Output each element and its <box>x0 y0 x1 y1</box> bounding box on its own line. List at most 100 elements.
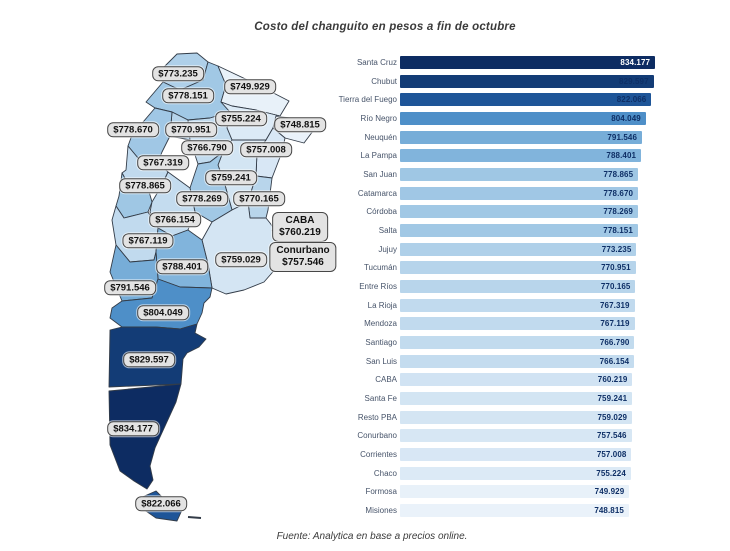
bar-row: San Juan 778.865 <box>310 165 666 184</box>
bar: 760.219 <box>400 373 633 387</box>
bar-value-label: 778.269 <box>603 207 633 217</box>
bar-category-label: Chaco <box>373 468 397 478</box>
bar: 759.029 <box>400 410 633 424</box>
bar: 748.815 <box>400 503 629 517</box>
bar-category-label: Corrientes <box>360 449 397 459</box>
bar-category-label: Misiones <box>365 505 397 515</box>
bar-track: 767.319 <box>400 298 666 312</box>
bar-value-label: 759.241 <box>597 393 628 403</box>
bar-row: Mendoza 767.119 <box>310 314 666 333</box>
province-tierra-del-fuego <box>139 490 183 522</box>
bar-row: Formosa 749.929 <box>310 482 666 501</box>
bar-row: Santa Cruz 834.177 <box>310 53 666 72</box>
bar-category-label: San Juan <box>363 169 397 179</box>
provinces <box>108 52 314 522</box>
bar-category-label: Santa Cruz <box>356 57 397 67</box>
bar-row: Río Negro 804.049 <box>310 109 666 128</box>
bar: 770.951 <box>400 261 636 275</box>
province-chubut <box>108 323 207 388</box>
bar-track: 788.401 <box>400 149 666 163</box>
chart-title: Costo del changuito en pesos a fin de oc… <box>254 21 516 33</box>
bar-track: 755.224 <box>400 466 666 480</box>
bar-track: 767.119 <box>400 317 666 331</box>
bar-value-label: 757.008 <box>596 449 627 459</box>
bar-value-label: 760.219 <box>597 375 628 385</box>
bar-track: 748.815 <box>400 503 666 517</box>
bar-category-label: San Luis <box>365 356 397 366</box>
bar-category-label: CABA <box>375 375 397 385</box>
bar-row: La Pampa 788.401 <box>310 146 666 165</box>
bar: 767.319 <box>400 298 635 312</box>
bar-value-label: 834.177 <box>620 57 651 67</box>
small-island-dash <box>187 516 202 519</box>
bar-value-label: 829.597 <box>619 76 649 86</box>
bar-track: 766.154 <box>400 354 666 368</box>
bar-row: Entre Ríos 770.165 <box>310 277 666 296</box>
bar-track: 757.008 <box>400 447 666 461</box>
bar-row: Neuquén 791.546 <box>310 128 666 147</box>
bar-row: Resto PBA 759.029 <box>310 408 666 427</box>
bar-track: 759.029 <box>400 410 666 424</box>
bar-track: 778.269 <box>400 205 666 219</box>
bar: 788.401 <box>400 149 642 163</box>
bar-track: 822.066 <box>400 93 666 107</box>
bar-category-label: Tucumán <box>363 263 397 273</box>
bar-category-label: Chubut <box>371 76 397 86</box>
bar-track: 760.219 <box>400 373 666 387</box>
bar: 773.235 <box>400 242 637 256</box>
bar-category-label: Salta <box>378 225 397 235</box>
bar-category-label: Santa Fe <box>364 393 397 403</box>
bar-category-label: Tierra del Fuego <box>338 95 397 105</box>
bar-category-label: Córdoba <box>366 207 397 217</box>
bar-row: CABA 760.219 <box>310 370 666 389</box>
bar: 822.066 <box>400 93 652 107</box>
bar-track: 759.241 <box>400 391 666 405</box>
bar-row: Jujuy 773.235 <box>310 240 666 259</box>
bar-row: Misiones 748.815 <box>310 501 666 520</box>
source-note: Fuente: Analytica en base a precios onli… <box>276 531 468 542</box>
bar-chart-rows: Santa Cruz 834.177 Chubut 829.597 Tierra del… <box>310 53 666 520</box>
bar-category-label: La Rioja <box>367 300 397 310</box>
bar-value-label: 767.119 <box>600 319 630 329</box>
bar-value-label: 791.546 <box>607 132 637 142</box>
bar-track: 770.951 <box>400 261 666 275</box>
bar: 834.177 <box>400 55 656 69</box>
bar-track: 749.929 <box>400 485 666 499</box>
bar-track: 766.790 <box>400 335 666 349</box>
bar-track: 829.597 <box>400 74 666 88</box>
bar-value-label: 759.029 <box>597 412 628 422</box>
province-santa-cruz <box>108 383 182 490</box>
bar-row: Tucumán 770.951 <box>310 258 666 277</box>
bar-track: 778.151 <box>400 223 666 237</box>
bar-value-label: 778.670 <box>603 188 634 198</box>
bar-value-label: 766.790 <box>599 337 630 347</box>
bar-track: 778.865 <box>400 167 666 181</box>
bar: 804.049 <box>400 111 646 125</box>
bar-row: San Luis 766.154 <box>310 352 666 371</box>
bar: 778.151 <box>400 223 638 237</box>
bar-value-label: 778.865 <box>603 169 634 179</box>
bar-row: Salta 778.151 <box>310 221 666 240</box>
conurbano-leader-dot <box>270 252 280 262</box>
bar-value-label: 757.546 <box>596 431 627 441</box>
bar-track: 778.670 <box>400 186 666 200</box>
bar: 778.670 <box>400 186 639 200</box>
bar-chart: Santa Cruz 834.177 Chubut 829.597 Tierra del… <box>310 53 666 520</box>
bar-row: Tierra del Fuego 822.066 <box>310 90 666 109</box>
bar-value-label: 766.154 <box>599 356 630 366</box>
bar-value-label: 773.235 <box>601 244 632 254</box>
bar-track: 834.177 <box>400 55 666 69</box>
bar: 749.929 <box>400 485 630 499</box>
bar-category-label: Neuquén <box>364 132 397 142</box>
bar-value-label: 749.929 <box>594 487 625 497</box>
bar: 829.597 <box>400 74 654 88</box>
bar-category-label: Formosa <box>365 487 397 497</box>
bar-track: 773.235 <box>400 242 666 256</box>
bar-value-label: 788.401 <box>606 151 637 161</box>
bar-row: Córdoba 778.269 <box>310 202 666 221</box>
bar-value-label: 755.224 <box>596 468 626 478</box>
bar-category-label: Río Negro <box>360 113 397 123</box>
bar: 766.154 <box>400 354 635 368</box>
bar-value-label: 770.951 <box>601 263 631 273</box>
